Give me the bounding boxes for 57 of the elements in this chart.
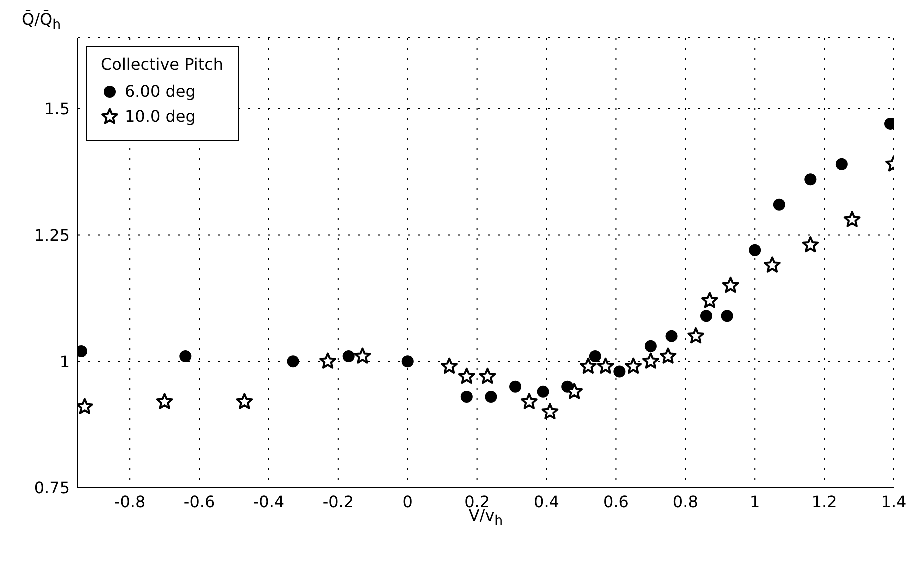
point: [402, 356, 414, 368]
legend-label: 6.00 deg: [125, 82, 196, 101]
point: [660, 348, 677, 364]
point: [589, 350, 602, 363]
point: [458, 368, 476, 384]
x-tick-label: 1.4: [881, 492, 907, 512]
point: [510, 380, 522, 393]
point: [625, 358, 642, 374]
x-tick-label: 0.6: [603, 492, 629, 512]
point: [287, 356, 300, 368]
point: [702, 292, 718, 308]
point: [836, 158, 848, 170]
point: [441, 358, 458, 374]
point: [479, 368, 496, 384]
point: [764, 256, 781, 273]
point: [844, 211, 861, 228]
x-tick-label: 0.8: [672, 492, 698, 512]
x-tick-label: -0.8: [114, 492, 146, 512]
point: [700, 310, 712, 322]
point: [749, 244, 762, 256]
y-axis-title: Q̄/Q̄$_{h}$: [22, 10, 62, 34]
point: [802, 236, 820, 253]
point: [520, 393, 538, 410]
point: [597, 358, 614, 374]
point: [354, 348, 372, 364]
legend-title: Collective Pitch: [101, 55, 224, 74]
point: [342, 350, 355, 363]
point: [804, 174, 817, 186]
point: [236, 393, 254, 410]
y-tick-label: 1.5: [44, 99, 70, 118]
x-tick-label: 1.2: [812, 492, 838, 512]
y-tick-label: 1.25: [34, 226, 70, 245]
y-tick-label: 1: [60, 352, 70, 372]
point: [156, 393, 174, 410]
point: [614, 366, 626, 378]
point: [722, 276, 740, 294]
point: [180, 350, 192, 363]
x-tick-label: 1: [750, 492, 760, 512]
x-tick-label: 0.4: [534, 492, 560, 512]
point: [320, 352, 336, 369]
point: [666, 330, 678, 342]
point: [642, 352, 660, 369]
x-tick-label: -0.4: [253, 492, 285, 512]
point: [644, 340, 657, 352]
y-tick-label: 0.75: [34, 478, 70, 498]
x-tick-label: -0.2: [322, 492, 354, 512]
point: [721, 310, 734, 322]
legend-label: 10.0 deg: [125, 107, 196, 126]
x-tick-label: 0: [402, 492, 413, 512]
point: [542, 403, 559, 420]
x-tick-label: -0.6: [184, 492, 216, 512]
point: [773, 198, 786, 211]
point: [537, 386, 550, 398]
point: [580, 358, 597, 374]
point: [688, 328, 704, 344]
point: [485, 390, 498, 403]
point: [460, 390, 473, 403]
